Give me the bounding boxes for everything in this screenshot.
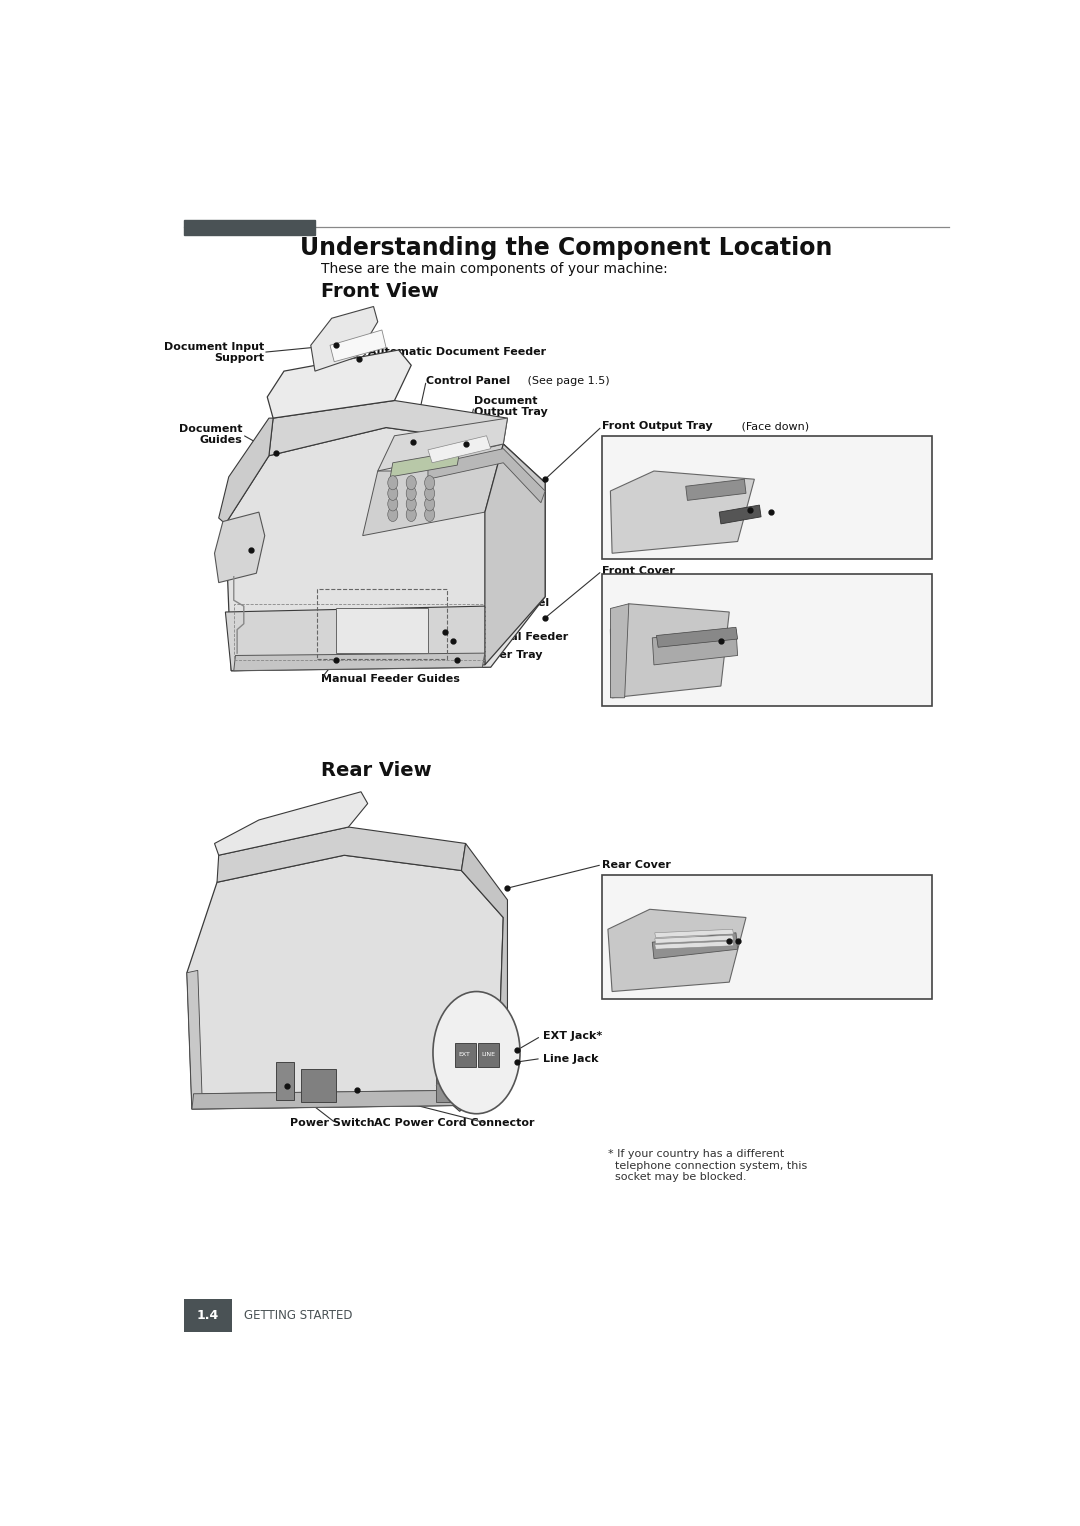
Text: Manual Feeder Guides: Manual Feeder Guides	[321, 674, 460, 684]
Circle shape	[388, 497, 397, 511]
Text: (Face down): (Face down)	[738, 421, 809, 432]
Text: Power Switch: Power Switch	[289, 1119, 375, 1128]
Polygon shape	[654, 935, 733, 943]
Text: Toner
Cartridge: Toner Cartridge	[829, 633, 882, 655]
Text: Paper Level
Indicator: Paper Level Indicator	[476, 598, 550, 620]
Circle shape	[388, 508, 397, 522]
Polygon shape	[610, 472, 754, 554]
Text: * If your country has a different
  telephone connection system, this
  socket m: * If your country has a different teleph…	[608, 1149, 807, 1183]
Polygon shape	[686, 479, 746, 501]
Circle shape	[424, 508, 434, 522]
Polygon shape	[217, 827, 465, 882]
Polygon shape	[428, 449, 545, 502]
Text: These are the main components of your machine:: These are the main components of your ma…	[321, 262, 667, 276]
Polygon shape	[226, 606, 485, 671]
Polygon shape	[311, 307, 378, 371]
Circle shape	[424, 487, 434, 501]
Text: (See page 1.5): (See page 1.5)	[524, 375, 610, 386]
Text: Understanding the Component Location: Understanding the Component Location	[300, 235, 833, 259]
Text: 1.4: 1.4	[197, 1309, 219, 1323]
Text: EXT Jack*: EXT Jack*	[542, 1032, 602, 1041]
Bar	[436, 1073, 478, 1102]
Polygon shape	[608, 909, 746, 992]
Text: Line Jack: Line Jack	[542, 1053, 598, 1064]
Text: EXT: EXT	[459, 1053, 471, 1058]
Polygon shape	[652, 932, 738, 958]
Bar	[184, 1300, 232, 1332]
Circle shape	[424, 476, 434, 490]
Text: Control Panel: Control Panel	[427, 375, 511, 386]
Text: Paper Tray: Paper Tray	[476, 650, 543, 661]
Polygon shape	[428, 436, 490, 462]
Polygon shape	[654, 929, 733, 937]
Bar	[478, 1044, 499, 1067]
Bar	[602, 876, 932, 998]
Polygon shape	[652, 630, 738, 665]
Polygon shape	[192, 1090, 457, 1109]
Circle shape	[406, 476, 416, 490]
Text: Document Input
Support: Document Input Support	[164, 342, 265, 363]
Polygon shape	[654, 942, 733, 949]
Text: Front Output Tray: Front Output Tray	[602, 421, 713, 432]
Polygon shape	[657, 627, 738, 647]
Polygon shape	[378, 418, 508, 472]
Text: Automatic Document Feeder: Automatic Document Feeder	[367, 348, 545, 357]
Text: GETTING STARTED: GETTING STARTED	[244, 1309, 352, 1323]
Polygon shape	[233, 653, 485, 671]
Polygon shape	[610, 604, 629, 697]
Bar	[275, 1062, 294, 1100]
Polygon shape	[610, 604, 729, 697]
Circle shape	[388, 487, 397, 501]
Bar	[233, 604, 485, 661]
Polygon shape	[192, 1090, 460, 1109]
Polygon shape	[269, 400, 508, 456]
Polygon shape	[390, 452, 460, 476]
Polygon shape	[363, 444, 503, 536]
Polygon shape	[187, 971, 202, 1109]
Circle shape	[433, 992, 521, 1114]
Bar	[602, 436, 932, 559]
Text: Front View: Front View	[321, 282, 438, 301]
Bar	[336, 609, 428, 653]
Text: Rear View: Rear View	[321, 761, 431, 780]
Polygon shape	[218, 418, 273, 523]
Text: Document
Output Tray: Document Output Tray	[474, 395, 548, 417]
Polygon shape	[215, 792, 367, 855]
Circle shape	[388, 476, 397, 490]
Bar	[602, 574, 932, 707]
Polygon shape	[226, 427, 545, 671]
Text: Document
Guides: Document Guides	[178, 424, 242, 446]
Circle shape	[424, 497, 434, 511]
Polygon shape	[267, 349, 411, 418]
Polygon shape	[330, 330, 387, 362]
Polygon shape	[485, 444, 545, 665]
Text: AC Power Cord Connector: AC Power Cord Connector	[374, 1119, 534, 1128]
Circle shape	[406, 487, 416, 501]
Text: Manual Feeder: Manual Feeder	[476, 632, 569, 641]
Text: LINE: LINE	[482, 1053, 496, 1058]
Text: Handset: Handset	[273, 589, 325, 600]
Bar	[318, 589, 447, 659]
Text: Rear Cover: Rear Cover	[602, 859, 671, 870]
Text: Front Cover: Front Cover	[602, 566, 675, 575]
Bar	[300, 1070, 336, 1102]
Polygon shape	[187, 855, 503, 1109]
Circle shape	[406, 497, 416, 511]
Circle shape	[406, 508, 416, 522]
Bar	[455, 1044, 475, 1067]
Polygon shape	[454, 844, 508, 1111]
Bar	[184, 220, 315, 235]
Polygon shape	[719, 505, 761, 523]
Text: Rear Output
Slot (Face up): Rear Output Slot (Face up)	[805, 925, 881, 946]
Text: Paper Output
Extension: Paper Output Extension	[829, 494, 904, 516]
Polygon shape	[215, 513, 265, 583]
